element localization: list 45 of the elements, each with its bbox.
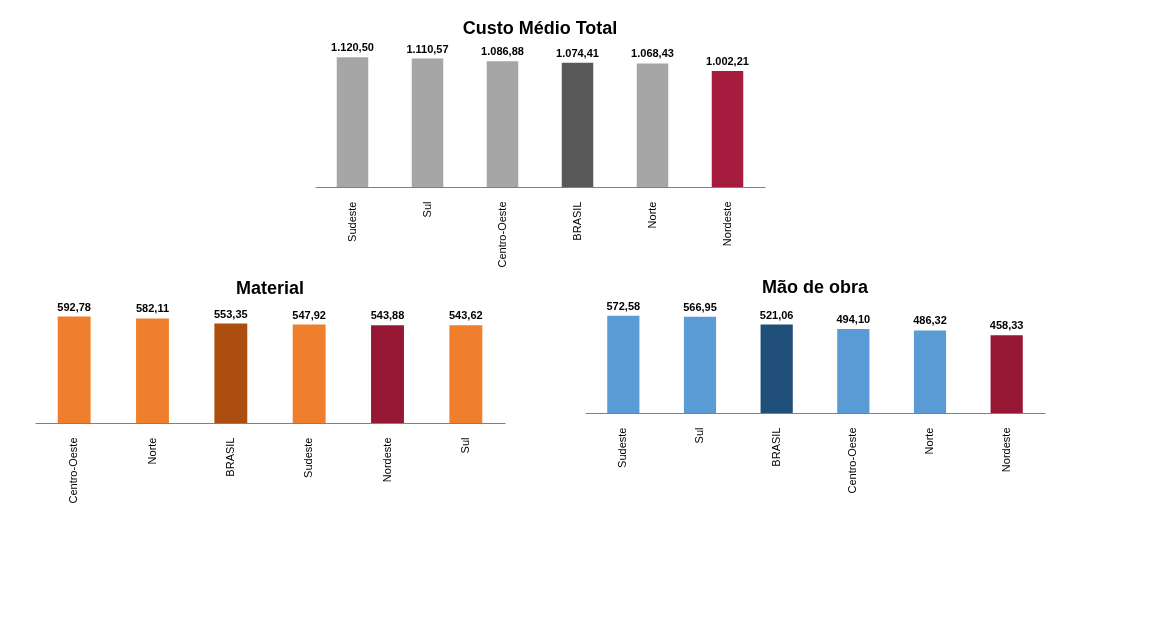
bar (371, 325, 404, 423)
chart-title: Material (235, 277, 305, 298)
x-tick-label: Centro-Oeste (67, 437, 80, 504)
bar (214, 323, 248, 423)
x-tick-label: Sudeste (345, 201, 358, 242)
data-label: 553,35 (214, 307, 248, 320)
x-tick-label: Centro-Oeste (846, 427, 859, 494)
x-tick-label: Centro-Oeste (495, 201, 508, 268)
x-tick-label: Nordeste (380, 437, 393, 483)
data-label: 547,92 (292, 308, 326, 321)
data-label: 592,78 (57, 300, 91, 313)
x-tick-label: Norte (923, 427, 935, 455)
data-label: 566,95 (683, 300, 717, 313)
data-label: 1.120,50 (331, 41, 374, 54)
data-label: 521,06 (759, 308, 794, 321)
data-label: 543,62 (449, 309, 483, 322)
x-tick-label: Norte (145, 437, 158, 465)
x-tick-label: BRASIL (223, 437, 236, 477)
bar (136, 318, 169, 423)
x-tick-label: Sul (693, 427, 705, 444)
data-label: 486,32 (913, 314, 947, 327)
chart-title: Custo Médio Total (462, 18, 618, 39)
x-tick-label: Sudeste (302, 437, 315, 478)
data-label: 1.068,43 (631, 47, 674, 60)
data-label: 582,11 (135, 302, 170, 315)
data-label: 494,10 (836, 313, 871, 326)
data-label: 543,88 (370, 309, 405, 322)
data-label: 1.074,41 (556, 46, 599, 59)
data-label: 458,33 (989, 319, 1024, 332)
chart-title: Mão de obra (761, 276, 869, 297)
data-label: 1.110,57 (406, 42, 449, 55)
bar (292, 324, 326, 423)
bar (449, 325, 483, 423)
x-tick-label: Sul (420, 201, 433, 218)
x-tick-label: BRASIL (570, 201, 583, 241)
bar (57, 316, 91, 423)
x-tick-label: Nordeste (999, 427, 1012, 473)
x-tick-label: Norte (645, 201, 658, 229)
x-tick-label: Nordeste (720, 201, 733, 247)
data-label: 572,58 (606, 299, 641, 312)
data-label: 1.086,88 (481, 45, 524, 58)
data-label: 1.002,21 (706, 55, 749, 68)
x-tick-label: BRASIL (769, 427, 782, 467)
x-tick-label: Sudeste (616, 427, 629, 468)
x-tick-label: Sul (458, 437, 471, 454)
